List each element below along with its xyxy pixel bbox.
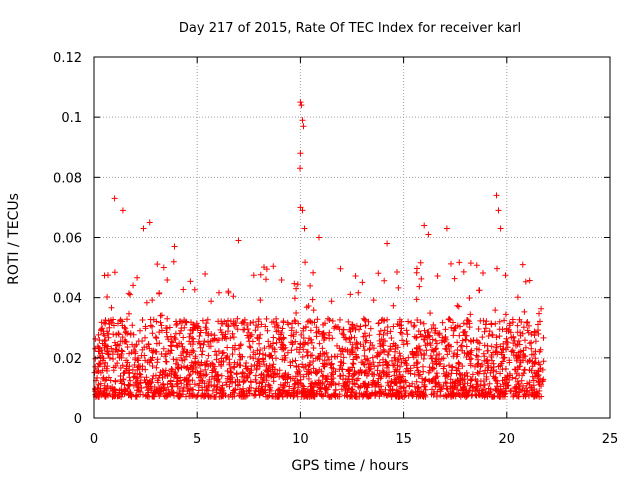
y-tick-label: 0.04	[53, 292, 82, 307]
x-tick-label: 25	[602, 432, 619, 447]
x-tick-label: 15	[395, 432, 412, 447]
axis-ticks: 0 5 10 15 20 25 0 0.02 0.04 0.06 0.08 0.1 0.12	[53, 51, 618, 447]
x-tick-label: 20	[499, 432, 516, 447]
y-tick-label: 0.1	[61, 111, 82, 126]
x-tick-label: 5	[193, 432, 201, 447]
y-tick-label: 0.02	[53, 352, 82, 367]
y-axis-label: ROTI / TECUs	[6, 193, 22, 285]
y-tick-label: 0.08	[53, 171, 82, 186]
y-tick-label: 0.06	[53, 232, 82, 247]
x-tick-label: 0	[90, 432, 98, 447]
x-axis-label: GPS time / hours	[291, 458, 408, 474]
data-points	[91, 99, 547, 400]
y-tick-label: 0.12	[53, 51, 82, 66]
scatter-points-roti	[91, 99, 547, 400]
x-tick-label: 10	[292, 432, 309, 447]
chart-title: Day 217 of 2015, Rate Of TEC Index for r…	[179, 21, 521, 36]
y-tick-label: 0	[74, 412, 82, 427]
